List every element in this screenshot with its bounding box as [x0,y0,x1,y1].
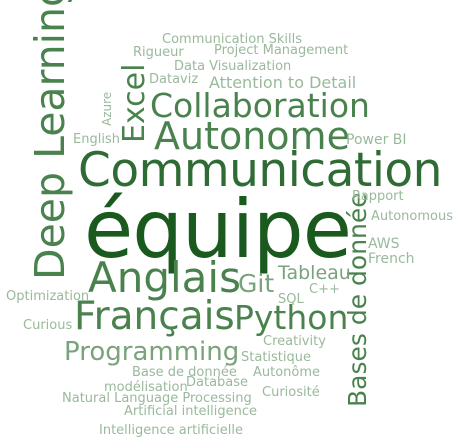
word-optimization: Optimization [6,290,89,303]
word-autonomous: Autonomous [371,210,453,223]
word-project-management: Project Management [214,44,348,57]
word-cpp: C++ [309,283,340,296]
word-sql: SQL [278,293,304,306]
word-dataviz: Dataviz [149,73,198,86]
word-bases-de-donnee: Bases de donnée [345,192,370,407]
word-programming: Programming [64,339,239,365]
word-intelligence-artificielle: Intelligence artificielle [99,424,243,437]
word-rapport: Rapport [352,190,404,203]
word-autonome-accent: Autonôme [253,366,320,379]
word-curious: Curious [23,319,72,332]
word-rigueur: Rigueur [133,46,184,59]
word-aws: AWS [368,237,400,251]
word-english: English [73,133,120,146]
word-git: Git [238,271,274,296]
word-excel: Excel [120,64,150,143]
word-collaboration: Collaboration [150,89,370,122]
word-francais: Français [74,297,235,336]
word-anglais: Anglais [88,257,241,299]
word-database: Database [186,376,248,389]
word-deep-learning: Deep Learning [30,0,71,280]
word-azure: Azure [101,92,113,126]
word-tableau: Tableau [278,264,351,283]
word-attention-to-detail: Attention to Detail [209,75,356,91]
word-artificial-intelligence: Artificial intelligence [124,405,257,418]
word-power-bi: Power BI [346,133,407,147]
word-curiosite: Curiosité [262,386,320,399]
word-statistique: Statistique [241,351,311,364]
word-french: French [368,252,415,266]
word-creativity: Creativity [263,335,326,348]
